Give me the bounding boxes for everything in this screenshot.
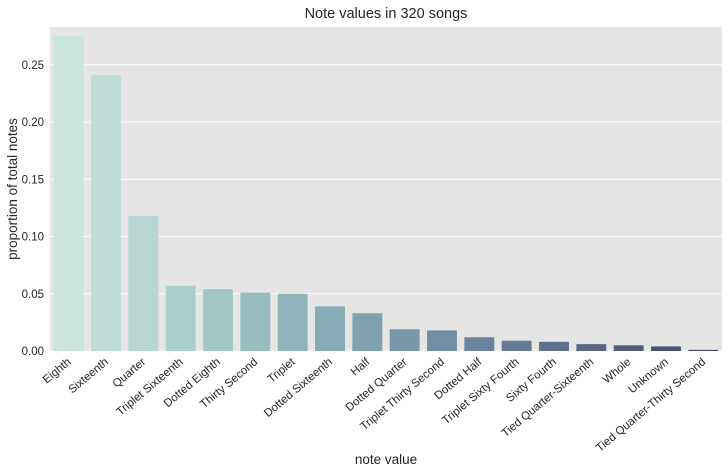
y-axis-label: proportion of total notes bbox=[5, 118, 20, 260]
x-axis-label: note value bbox=[355, 452, 417, 467]
y-tick-label: 0.25 bbox=[22, 60, 44, 72]
bar-triplet-thirty-second bbox=[427, 330, 457, 351]
y-tick-label: 0.10 bbox=[22, 232, 44, 244]
y-tick-label: 0.20 bbox=[22, 117, 44, 129]
bar-tied-quarter-sixteenth bbox=[576, 344, 607, 351]
bar-dotted-eighth bbox=[203, 289, 233, 351]
x-tick-label: Half bbox=[349, 356, 373, 379]
bar-dotted-half bbox=[464, 337, 495, 351]
x-tick-label: Triplet bbox=[266, 356, 298, 386]
bar-half bbox=[352, 313, 383, 351]
bar-triplet bbox=[277, 293, 308, 351]
bar-sixty-fourth bbox=[539, 341, 569, 351]
bars bbox=[53, 36, 719, 352]
x-tick-label: Eighth bbox=[41, 356, 74, 386]
x-tick-label: Triplet Sixteenth bbox=[115, 356, 186, 418]
x-tick-label: Whole bbox=[601, 356, 634, 386]
bar-triplet-sixty-fourth bbox=[501, 340, 532, 351]
bar-whole bbox=[613, 345, 644, 351]
y-tick-label: 0.15 bbox=[22, 174, 44, 186]
bar-sixteenth bbox=[91, 75, 121, 351]
bar-dotted-sixteenth bbox=[315, 306, 345, 351]
plot-background bbox=[50, 27, 722, 351]
x-tick-label: Sixteenth bbox=[66, 356, 110, 396]
bar-tied-quarter-thirty-second bbox=[688, 349, 719, 351]
chart-title: Note values in 320 songs bbox=[305, 6, 468, 22]
bar-eighth bbox=[53, 36, 84, 352]
y-tick-labels: 0.00 0.05 0.10 0.15 0.20 0.25 bbox=[22, 60, 44, 358]
y-tick-label: 0.00 bbox=[22, 346, 44, 358]
gridlines bbox=[50, 64, 722, 352]
x-tick-label: Dotted Sixteenth bbox=[262, 356, 335, 420]
bar-unknown bbox=[651, 346, 681, 351]
y-tick-label: 0.05 bbox=[22, 289, 44, 301]
bar-thirty-second bbox=[240, 292, 271, 351]
bar-quarter bbox=[128, 215, 159, 351]
bar-dotted-quarter bbox=[389, 329, 420, 351]
bar-triplet-sixteenth bbox=[165, 285, 196, 351]
